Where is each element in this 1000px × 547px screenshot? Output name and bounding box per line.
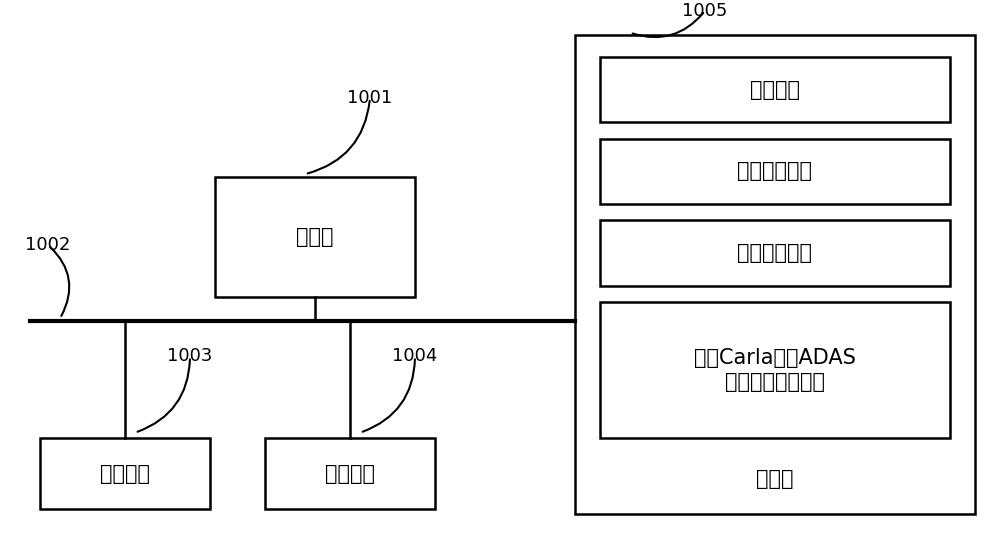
Text: 处理器: 处理器 [296, 227, 334, 247]
Text: 存储器: 存储器 [756, 469, 794, 489]
Bar [215, 177, 415, 296]
Text: 用户接口: 用户接口 [100, 463, 150, 484]
Text: 1001: 1001 [347, 89, 393, 107]
Text: 网络通信模块: 网络通信模块 [738, 161, 812, 182]
Text: 网络接口: 网络接口 [325, 463, 375, 484]
Text: 1002: 1002 [25, 236, 71, 254]
Bar [265, 438, 435, 509]
Bar [600, 139, 950, 204]
Bar [600, 220, 950, 286]
Text: 基于Carla平台ADAS
算法验证方法程序: 基于Carla平台ADAS 算法验证方法程序 [694, 348, 856, 392]
Bar [600, 57, 950, 123]
Text: 1005: 1005 [682, 2, 728, 20]
Bar [575, 36, 975, 514]
Bar [600, 302, 950, 438]
Text: 操作系统: 操作系统 [750, 80, 800, 100]
Text: 1003: 1003 [167, 347, 213, 365]
Text: 1004: 1004 [392, 347, 438, 365]
Text: 用户接口模块: 用户接口模块 [738, 243, 812, 263]
Bar [40, 438, 210, 509]
